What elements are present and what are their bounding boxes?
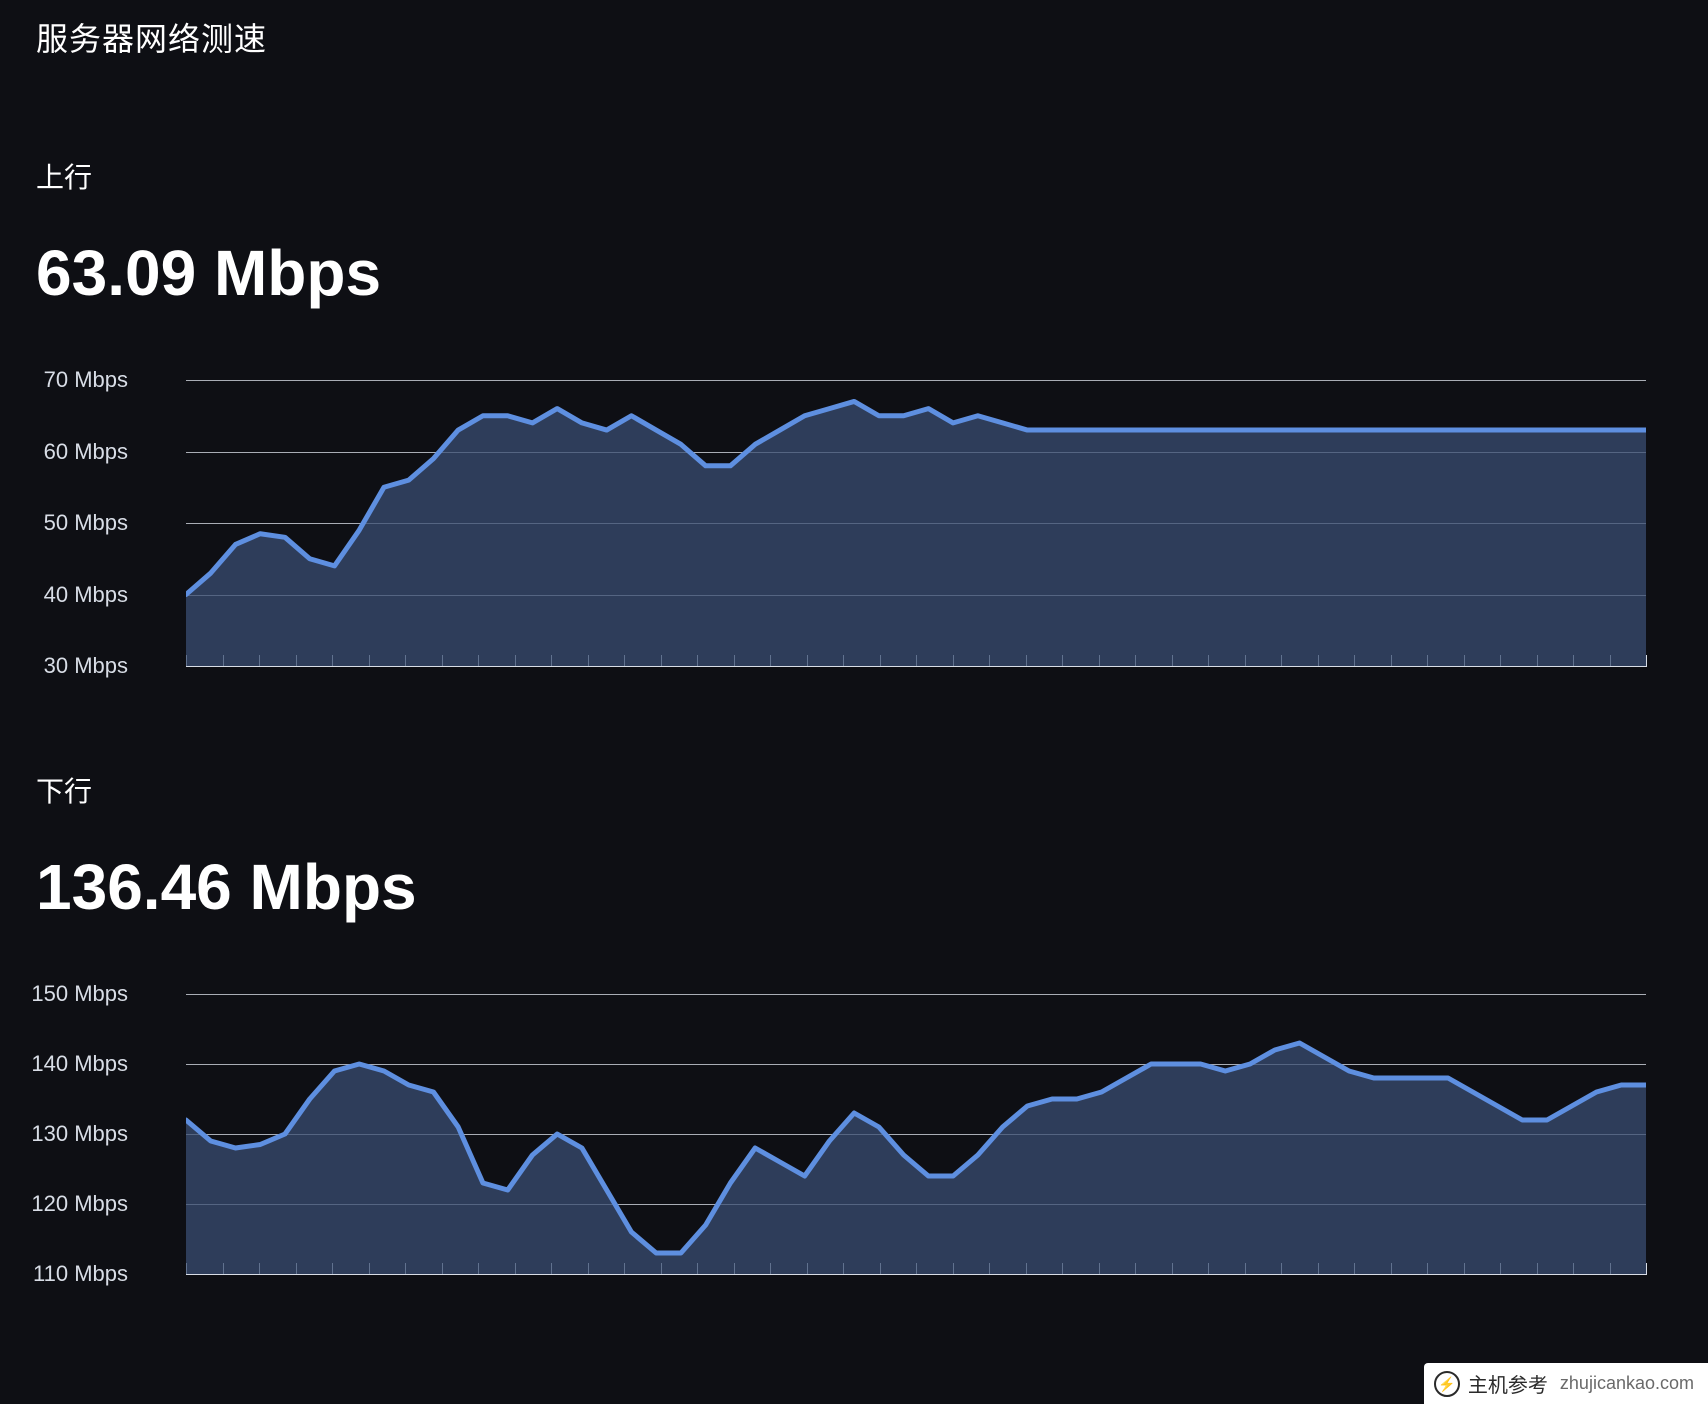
ytick-label: 150 Mbps [0,981,128,1007]
ytick-label: 120 Mbps [0,1191,128,1217]
upload-plot [186,380,1646,666]
page-root: 服务器网络测速 上行 63.09 Mbps 70 Mbps 60 Mbps 50 Mbp… [0,0,1708,1274]
upload-value: 63.09 Mbps [36,236,1708,310]
watermark-name: 主机参考 [1468,1369,1548,1398]
watermark-badge: ⚡ 主机参考 zhujicankao.com [1424,1363,1708,1404]
section-download: 下行 136.46 Mbps 150 Mbps 140 Mbps 130 Mbps 120… [0,770,1708,1274]
bolt-icon: ⚡ [1434,1371,1460,1397]
ytick-label: 30 Mbps [0,653,128,679]
chart-area-fill [186,401,1646,666]
ytick-label: 60 Mbps [0,439,128,465]
ytick-label: 130 Mbps [0,1121,128,1147]
download-chart: 150 Mbps140 Mbps130 Mbps120 Mbps110 Mbps [0,994,1708,1274]
download-label: 下行 [36,770,1708,810]
xtick [1646,655,1647,667]
ytick-label: 70 Mbps [0,367,128,393]
download-value: 136.46 Mbps [36,850,1708,924]
xtick [1646,1263,1647,1275]
ytick-label: 110 Mbps [0,1261,128,1287]
ytick-label: 140 Mbps [0,1051,128,1077]
download-plot [186,994,1646,1274]
ytick-label: 50 Mbps [0,510,128,536]
watermark-domain: zhujicankao.com [1560,1373,1694,1394]
section-upload: 上行 63.09 Mbps 70 Mbps 60 Mbps 50 Mbps 40 Mbps… [0,156,1708,666]
ytick-label: 40 Mbps [0,582,128,608]
page-title: 服务器网络测速 [36,14,1708,60]
upload-chart: 70 Mbps60 Mbps50 Mbps40 Mbps30 Mbps [0,380,1708,666]
upload-label: 上行 [36,156,1708,196]
